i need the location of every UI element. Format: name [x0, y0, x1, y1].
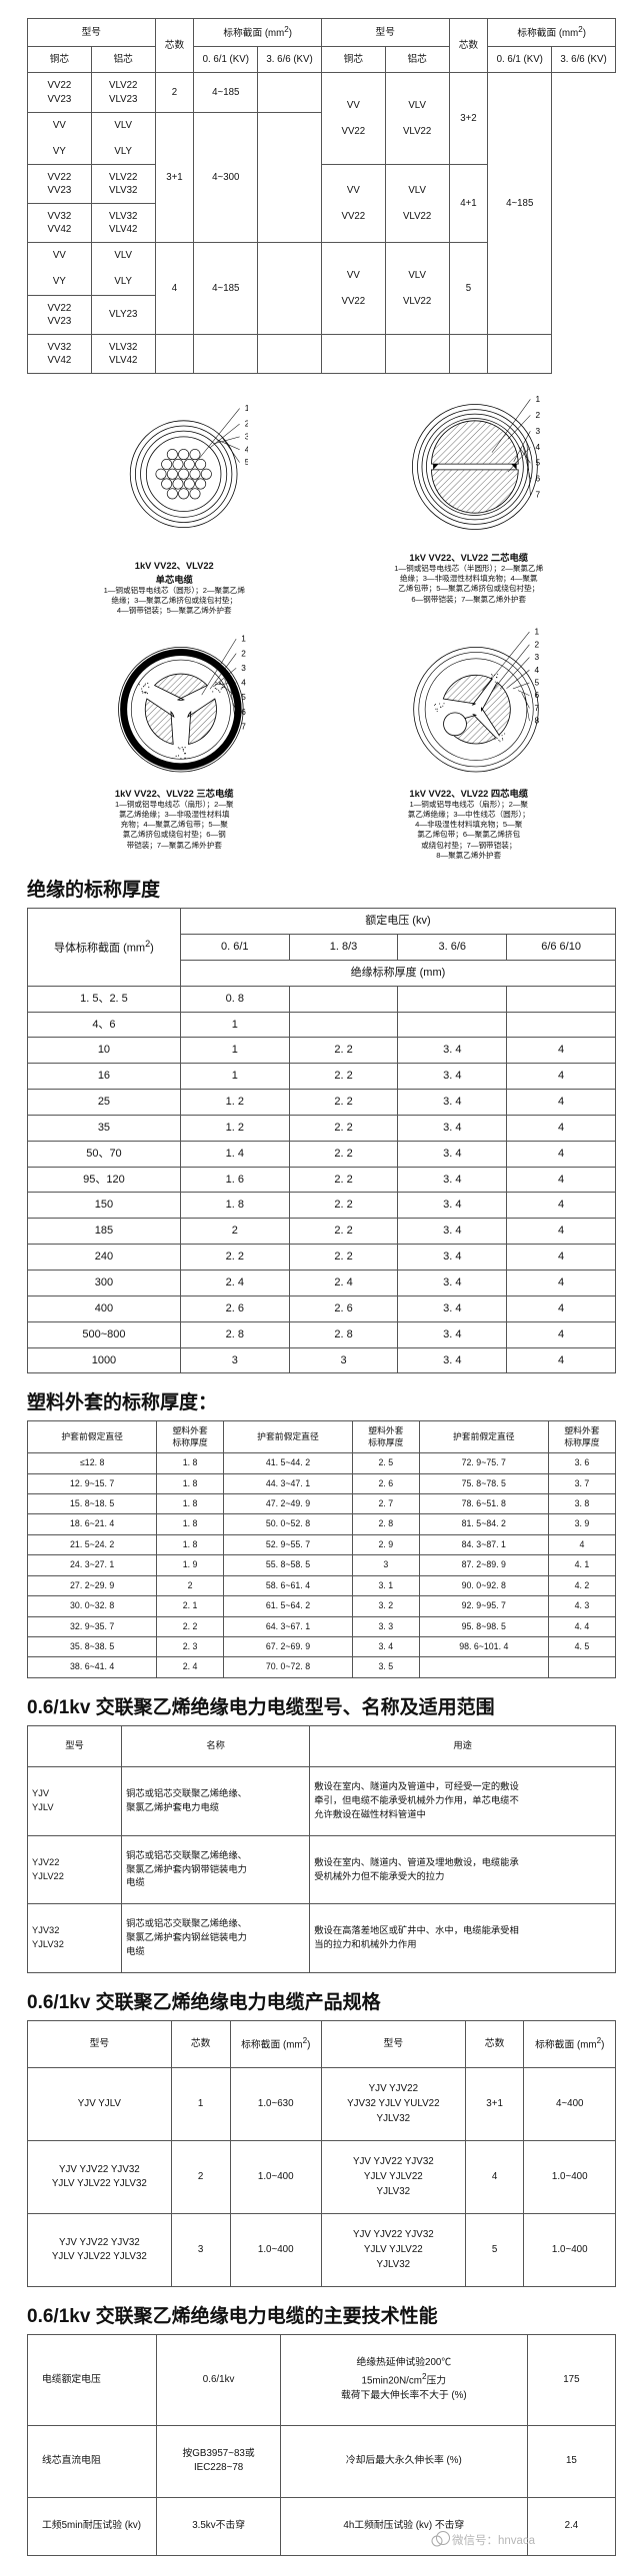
svg-text:7: 7 [534, 704, 539, 713]
svg-text:1: 1 [245, 403, 248, 413]
svg-text:7: 7 [241, 722, 246, 731]
svg-text:3: 3 [534, 653, 539, 662]
svg-text:2: 2 [536, 411, 541, 420]
svg-text:3: 3 [245, 431, 248, 441]
svg-text:4: 4 [536, 443, 541, 452]
svg-text:2: 2 [245, 419, 248, 429]
svg-text:1: 1 [534, 627, 539, 636]
svg-text:1: 1 [241, 634, 246, 643]
svg-text:5: 5 [241, 693, 246, 702]
svg-text:6: 6 [241, 707, 246, 716]
svg-text:7: 7 [536, 491, 541, 500]
svg-text:4: 4 [534, 665, 539, 674]
svg-text:8: 8 [534, 716, 539, 725]
svg-text:3: 3 [536, 427, 541, 436]
svg-text:6: 6 [534, 691, 539, 700]
svg-text:1: 1 [536, 395, 541, 404]
svg-text:6: 6 [536, 475, 541, 484]
svg-text:5: 5 [534, 678, 539, 687]
svg-text:3: 3 [241, 664, 246, 673]
svg-text:2: 2 [534, 640, 539, 649]
svg-text:4: 4 [241, 678, 246, 687]
svg-text:5: 5 [536, 459, 541, 468]
svg-text:2: 2 [241, 649, 246, 658]
svg-text:4: 4 [245, 444, 248, 454]
svg-text:5: 5 [245, 457, 248, 467]
